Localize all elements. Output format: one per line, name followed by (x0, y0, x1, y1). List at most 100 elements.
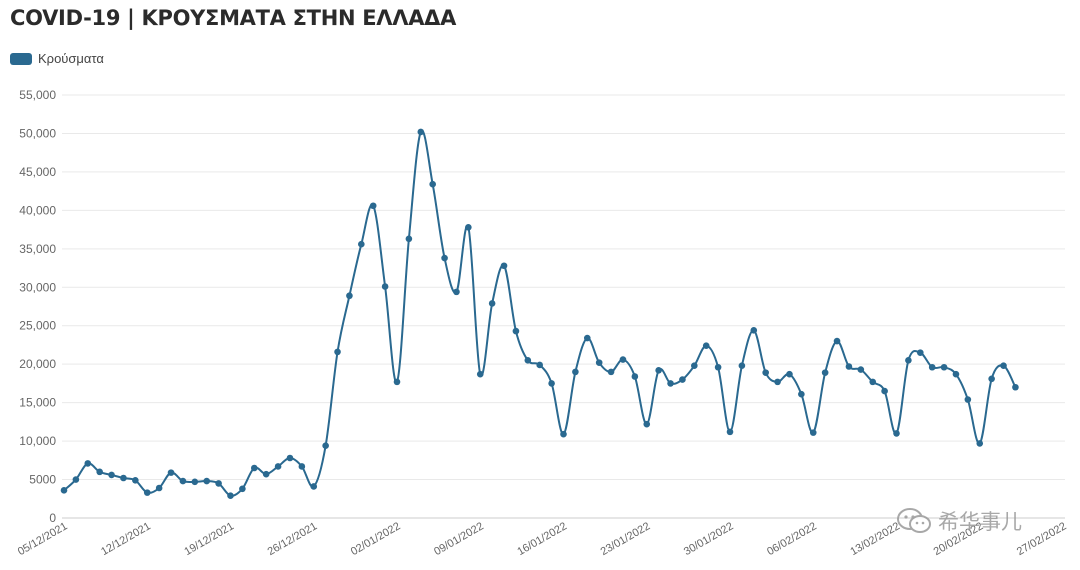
data-point (774, 378, 781, 386)
data-point (560, 430, 567, 438)
legend-label: Κρούσματα (38, 51, 104, 66)
data-point (429, 180, 436, 188)
data-point (1012, 383, 1019, 391)
data-point (393, 378, 401, 386)
wechat-icon (897, 508, 931, 533)
data-point (381, 283, 389, 290)
y-tick-label: 20,000 (19, 357, 56, 371)
data-point (453, 288, 460, 296)
y-tick-label: 0 (49, 511, 56, 525)
data-point (893, 430, 900, 437)
data-point (405, 235, 413, 243)
data-point (786, 370, 793, 378)
data-point (988, 375, 995, 383)
data-point (714, 363, 722, 371)
data-point (583, 334, 591, 342)
data-point (441, 254, 448, 262)
data-point (322, 442, 329, 450)
data-point (358, 240, 365, 248)
x-tick-label: 02/01/2022 (349, 520, 403, 558)
data-point (952, 370, 960, 378)
x-tick-label: 05/12/2021 (16, 520, 70, 558)
data-point (132, 477, 139, 484)
data-point (809, 429, 817, 436)
data-point (679, 376, 686, 383)
data-point (167, 469, 175, 476)
data-point (691, 362, 698, 370)
x-tick-label: 27/02/2022 (1015, 520, 1069, 558)
x-tick-label: 23/01/2022 (599, 520, 653, 558)
data-point (286, 454, 294, 462)
data-point (108, 471, 115, 479)
data-point (250, 464, 258, 472)
data-point (964, 396, 972, 403)
watermark: 希华事儿 (896, 506, 1022, 536)
data-point (215, 480, 222, 487)
data-point (738, 362, 746, 370)
data-point (84, 460, 92, 467)
data-point (976, 440, 984, 447)
data-point (191, 478, 199, 486)
data-point (631, 373, 639, 380)
grid-lines (62, 94, 1065, 519)
data-point (346, 292, 353, 300)
legend[interactable]: Κρούσματα (10, 51, 104, 66)
data-point (465, 223, 472, 231)
data-point (595, 359, 603, 366)
x-tick-label: 19/12/2021 (182, 520, 236, 558)
x-tick-label: 26/12/2021 (266, 520, 320, 558)
x-tick-label: 30/01/2022 (682, 520, 736, 558)
data-point (179, 477, 187, 485)
x-tick-label: 06/02/2022 (765, 520, 819, 558)
y-tick-label: 40,000 (19, 203, 56, 217)
data-point (72, 476, 80, 483)
data-point (845, 363, 853, 370)
data-point (667, 380, 674, 387)
data-point (155, 484, 163, 492)
y-axis-ticks: 0 5000 10,000 15,000 20,000 25,000 30,000 35,00… (19, 88, 56, 525)
data-point (227, 492, 234, 499)
data-point (488, 300, 496, 307)
y-tick-label: 55,000 (19, 88, 56, 102)
y-tick-label: 45,000 (19, 165, 56, 179)
data-point (512, 327, 520, 335)
data-point (120, 474, 127, 482)
data-point (643, 420, 651, 428)
watermark-text: 希华事儿 (938, 510, 1022, 534)
data-point (310, 483, 318, 490)
y-tick-label: 25,000 (19, 319, 56, 333)
y-tick-label: 50,000 (19, 126, 56, 140)
data-point (607, 368, 615, 376)
data-point (762, 369, 769, 376)
data-point (869, 378, 877, 386)
data-point (1000, 362, 1007, 370)
data-point (298, 463, 306, 470)
data-point (916, 349, 924, 356)
data-point (417, 128, 425, 136)
series-points (60, 128, 1019, 499)
data-point (928, 363, 936, 371)
data-point (96, 468, 103, 476)
data-point (60, 487, 68, 494)
data-point (203, 477, 211, 485)
y-tick-label: 30,000 (19, 280, 56, 294)
data-point (798, 390, 805, 398)
data-point (334, 348, 341, 356)
data-point (548, 380, 555, 387)
data-point (143, 489, 151, 496)
data-point (500, 262, 508, 270)
data-point (821, 369, 829, 376)
x-tick-label: 16/01/2022 (515, 520, 569, 558)
data-point (239, 485, 246, 493)
data-point (750, 327, 758, 334)
y-tick-label: 5000 (29, 473, 56, 487)
data-point (262, 470, 270, 478)
data-point (905, 357, 912, 364)
data-point (857, 366, 865, 373)
data-point (536, 361, 544, 369)
data-point (476, 370, 484, 378)
data-point (726, 428, 734, 436)
legend-swatch (10, 52, 32, 65)
y-tick-label: 15,000 (19, 396, 56, 410)
